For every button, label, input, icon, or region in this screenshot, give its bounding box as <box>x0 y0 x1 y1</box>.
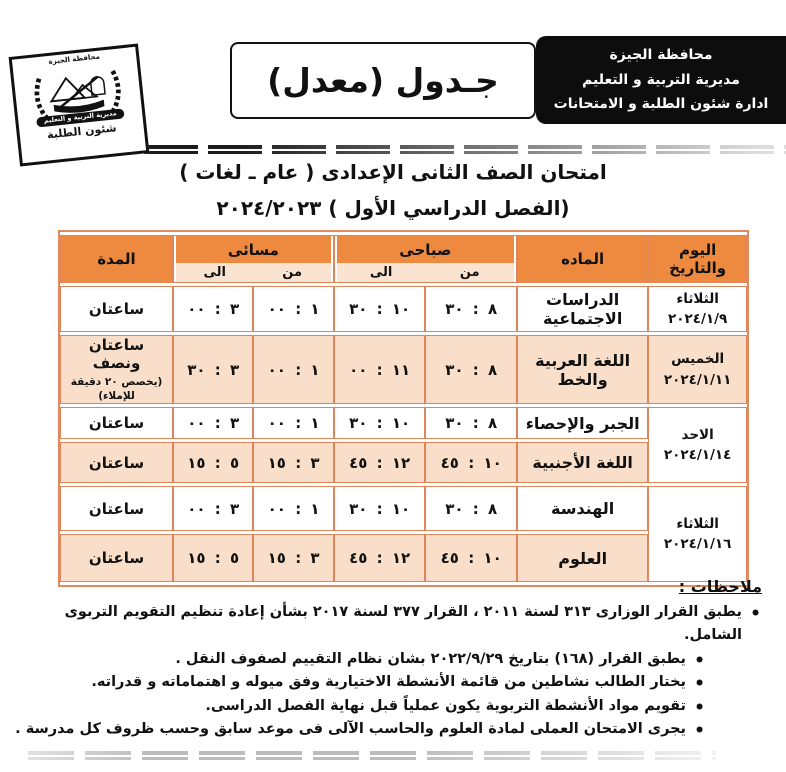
morning-to-cell: ١٢ : ٤٥ <box>333 534 426 583</box>
morning-to-cell: ١٠ : ٣٠ <box>333 486 426 532</box>
subject-cell: اللغة العربية والخط <box>517 335 649 405</box>
day-date: ٢٠٢٤/١/١٤ <box>663 447 732 464</box>
separator-stripe-top <box>80 145 786 149</box>
table-row: اللغة الأجنبية ١٠ : ٤٥ ١٢ : ٤٥ ٣ : ١٥ ٥ … <box>60 442 747 484</box>
day-date-cell: الثلاثاء ٢٠٢٤/١/١٦ <box>648 486 747 583</box>
morning-to-cell: ١١ : ٠٠ <box>333 335 426 405</box>
morning-to-cell: ١٠ : ٣٠ <box>333 407 426 440</box>
header-evening-group: مسائى من الى <box>173 235 334 283</box>
duration-main: ساعتان ونصف <box>88 336 145 372</box>
schedule-title: جـدول (معدل) <box>267 61 500 100</box>
day-date: ٢٠٢٤/١/١٦ <box>663 536 732 553</box>
duration-note: (يخصص ٢٠ دقيقة للإملاء) <box>70 376 163 403</box>
evening-to-cell: ٥ : ١٥ <box>173 534 254 583</box>
table-row: العلوم ١٠ : ٤٥ ١٢ : ٤٥ ٣ : ١٥ ٥ : ١٥ ساع… <box>60 534 747 583</box>
header-subject: الماده <box>517 235 649 283</box>
schedule-title-box: جـدول (معدل) <box>230 42 536 119</box>
note-item: تقويم مواد الأنشطة التربوية يكون عملياً … <box>8 695 706 723</box>
header-evening: مسائى <box>176 236 331 263</box>
subject-cell: الدراسات الاجتماعية <box>517 286 649 332</box>
day-name: الثلاثاء <box>676 516 719 533</box>
org-line-directorate: مديرية التربية و التعليم <box>582 71 740 88</box>
day-date-cell: الثلاثاء ٢٠٢٤/١/٩ <box>648 286 747 332</box>
morning-from-cell: ١٠ : ٤٥ <box>425 442 517 484</box>
duration-cell: ساعتان <box>60 286 174 332</box>
table-row: الثلاثاء ٢٠٢٤/١/١٦ الهندسة ٨ : ٣٠ ١٠ : ٣… <box>60 486 747 583</box>
separator-stripe-bottom <box>28 757 716 760</box>
table-row: الاحد ٢٠٢٤/١/١٤ الجبر والإحصاء ٨ : ٣٠ ١٠… <box>60 407 747 484</box>
notes-title: ملاحظات : <box>678 577 762 596</box>
note-item: يطبق القرار (١٦٨) بتاريخ ٢٠٢٢/٩/٢٩ بشان … <box>8 648 706 676</box>
day-date-cell: الاحد ٢٠٢٤/١/١٤ <box>648 407 747 484</box>
header-day-date: اليوم والتاريخ <box>648 235 747 283</box>
day-name: الثلاثاء <box>676 290 719 307</box>
duration-cell: ساعتان <box>60 534 174 583</box>
separator-stripe-bottom <box>80 151 786 154</box>
morning-to-cell: ١٢ : ٤٥ <box>333 442 426 484</box>
notes-section: ملاحظات : يطبق القرار الوزارى ٣١٣ لسنة ٢… <box>8 577 762 747</box>
evening-to-cell: ٣ : ٣٠ <box>173 335 254 405</box>
exam-schedule-table: اليوم والتاريخ الماده صباحى من الى مسائى… <box>58 230 749 588</box>
note-item: يطبق القرار الوزارى ٣١٣ لسنة ٢٠١١ ، القر… <box>8 601 762 648</box>
header-evening-to: الى <box>203 265 226 280</box>
header-morning-group: صباحى من الى <box>333 235 517 283</box>
subject-cell: الجبر والإحصاء <box>517 407 649 440</box>
header-morning-to: الى <box>369 265 393 280</box>
evening-from-cell: ١ : ٠٠ <box>253 486 334 532</box>
day-date-cell: الخميس ٢٠٢٤/١/١١ <box>648 335 747 405</box>
table-row: الخميس ٢٠٢٤/١/١١ اللغة العربية والخط ٨ :… <box>60 335 747 405</box>
day-date: ٢٠٢٤/١/٩ <box>667 311 728 327</box>
header-morning-from: من <box>459 265 480 280</box>
org-line-administration: ادارة شئون الطلبة و الامتحانات <box>553 96 769 113</box>
separator-stripe-top <box>28 751 716 755</box>
evening-to-cell: ٣ : ٠٠ <box>173 486 254 532</box>
morning-from-cell: ٨ : ٣٠ <box>425 486 517 532</box>
morning-from-cell: ٨ : ٣٠ <box>425 407 517 440</box>
evening-from-cell: ١ : ٠٠ <box>253 286 334 332</box>
subject-cell: الهندسة <box>517 486 649 532</box>
evening-to-cell: ٣ : ٠٠ <box>173 407 254 440</box>
header-evening-from: من <box>282 265 302 280</box>
giza-governorate-logo: محافظة الجيزة مديرية التربية و التعليم ش… <box>8 43 150 167</box>
note-item: يجرى الامتحان العملى لمادة العلوم والحاس… <box>8 718 706 746</box>
subject-cell: اللغة الأجنبية <box>517 442 649 484</box>
table-header-row: اليوم والتاريخ الماده صباحى من الى مسائى… <box>60 235 747 283</box>
evening-from-cell: ١ : ٠٠ <box>253 335 334 405</box>
evening-from-cell: ٣ : ١٥ <box>253 442 334 484</box>
note-item: يختار الطالب نشاطين من قائمة الأنشطة الا… <box>8 671 706 699</box>
exam-title: امتحان الصف الثانى الإعدادى ( عام ـ لغات… <box>179 160 607 184</box>
evening-from-cell: ١ : ٠٠ <box>253 407 334 440</box>
org-line-governorate: محافظة الجيزة <box>609 47 713 64</box>
morning-to-cell: ١٠ : ٣٠ <box>333 286 426 332</box>
duration-cell: ساعتان <box>60 407 174 440</box>
evening-to-cell: ٥ : ١٥ <box>173 442 254 484</box>
bottom-separator-line <box>28 751 716 760</box>
evening-to-cell: ٣ : ٠٠ <box>173 286 254 332</box>
evening-from-cell: ٣ : ١٥ <box>253 534 334 583</box>
duration-cell: ساعتان <box>60 442 174 484</box>
header-morning: صباحى <box>336 236 514 263</box>
header-separator-line <box>80 145 786 155</box>
morning-from-cell: ٨ : ٣٠ <box>425 335 517 405</box>
day-name: الاحد <box>681 427 714 444</box>
duration-cell: ساعتان ونصف (يخصص ٢٠ دقيقة للإملاء) <box>60 335 174 405</box>
term-title: (الفصل الدراسي الأول ) ٢٠٢٤/٢٠٢٣ <box>216 196 570 220</box>
header-duration: المدة <box>60 235 174 283</box>
morning-from-cell: ١٠ : ٤٥ <box>425 534 517 583</box>
duration-cell: ساعتان <box>60 486 174 532</box>
subject-cell: العلوم <box>517 534 649 583</box>
org-header-box: محافظة الجيزة مديرية التربية و التعليم ا… <box>536 36 786 124</box>
day-name: الخميس <box>671 351 725 368</box>
table-row: الثلاثاء ٢٠٢٤/١/٩ الدراسات الاجتماعية ٨ … <box>60 286 747 332</box>
day-date: ٢٠٢٤/١/١١ <box>663 371 732 388</box>
morning-from-cell: ٨ : ٣٠ <box>425 286 517 332</box>
